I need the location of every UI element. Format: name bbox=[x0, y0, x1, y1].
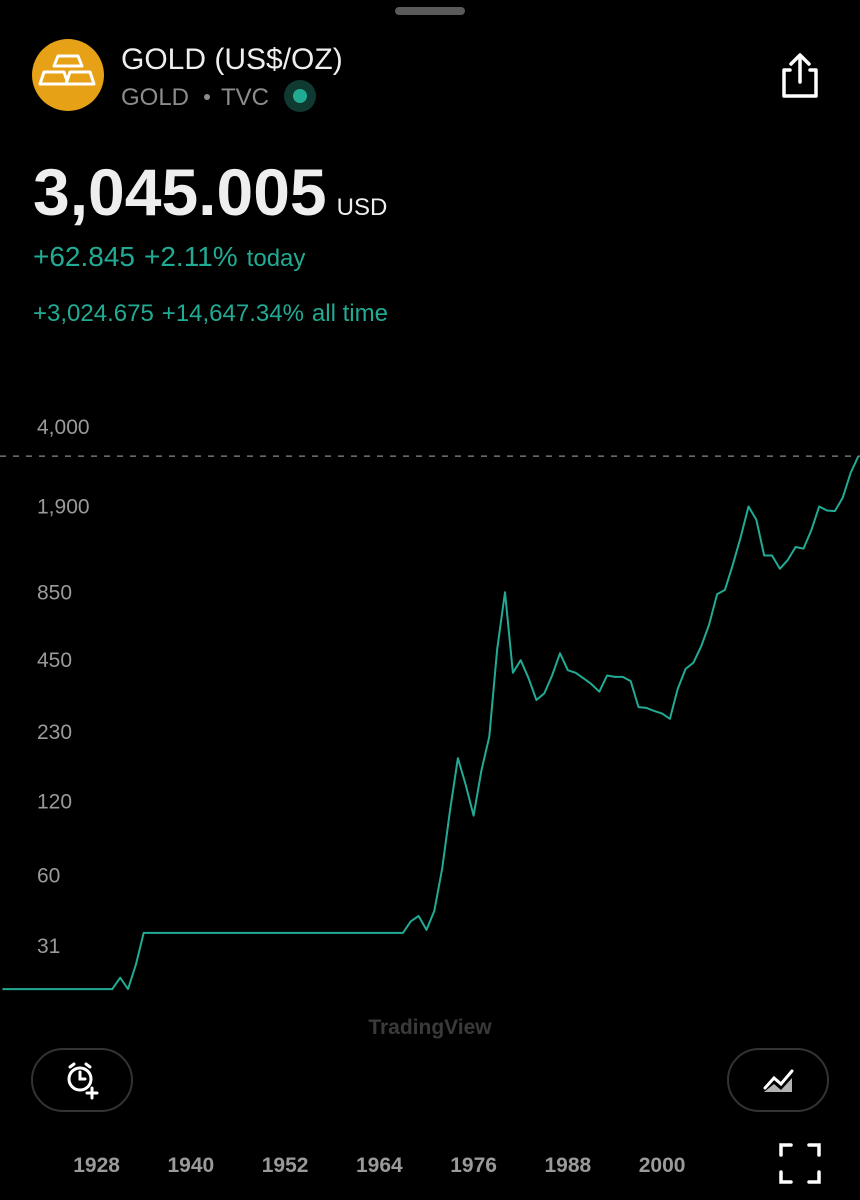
alert-button[interactable] bbox=[31, 1048, 133, 1112]
chart: 4,000 1,900 850 450 230 120 60 31 bbox=[0, 416, 860, 991]
y-tick-label: 230 bbox=[37, 721, 72, 744]
x-tick-label: 2000 bbox=[639, 1154, 686, 1177]
separator-dot bbox=[204, 94, 210, 100]
y-tick-label: 31 bbox=[37, 935, 60, 958]
currency: USD bbox=[337, 194, 388, 221]
x-tick-label: 1952 bbox=[262, 1154, 309, 1177]
change-all-abs: +3,024.675 bbox=[33, 300, 154, 327]
watermark: TradingView bbox=[368, 1016, 492, 1039]
symbol-title: GOLD (US$/OZ) bbox=[121, 43, 343, 76]
exchange: TVC bbox=[221, 84, 269, 111]
x-axis: 1928 1940 1952 1964 1976 1988 2000 bbox=[73, 1154, 685, 1177]
drag-handle[interactable] bbox=[395, 7, 465, 15]
y-tick-label: 4,000 bbox=[37, 416, 90, 439]
x-tick-label: 1976 bbox=[450, 1154, 497, 1177]
y-tick-label: 1,900 bbox=[37, 495, 90, 518]
x-tick-label: 1940 bbox=[167, 1154, 214, 1177]
fullscreen-button[interactable] bbox=[779, 1143, 821, 1184]
y-tick-label: 450 bbox=[37, 649, 72, 672]
today-label: today bbox=[247, 245, 306, 272]
change-all-pct: +14,647.34% bbox=[162, 300, 304, 327]
change-today: +62.845 +2.11% today bbox=[33, 241, 305, 272]
y-tick-label: 120 bbox=[37, 790, 72, 813]
change-today-abs: +62.845 bbox=[33, 241, 135, 272]
symbol: GOLD bbox=[121, 84, 189, 111]
x-tick-label: 1988 bbox=[544, 1154, 591, 1177]
quote: 3,045.005 USD bbox=[33, 155, 387, 229]
share-button[interactable] bbox=[782, 53, 818, 98]
price-line bbox=[2, 455, 860, 991]
y-tick-label: 60 bbox=[37, 864, 60, 887]
price: 3,045.005 bbox=[33, 155, 327, 229]
all-time-label: all time bbox=[312, 300, 388, 327]
indicators-button[interactable] bbox=[727, 1048, 829, 1112]
status-dot bbox=[293, 89, 307, 103]
change-all: +3,024.675 +14,647.34% all time bbox=[33, 300, 388, 327]
logo bbox=[32, 39, 104, 111]
symbol-subtitle: GOLD TVC bbox=[121, 84, 269, 111]
x-tick-label: 1928 bbox=[73, 1154, 120, 1177]
change-today-pct: +2.11% bbox=[144, 241, 238, 272]
x-tick-label: 1964 bbox=[356, 1154, 403, 1177]
y-tick-label: 850 bbox=[37, 581, 72, 604]
